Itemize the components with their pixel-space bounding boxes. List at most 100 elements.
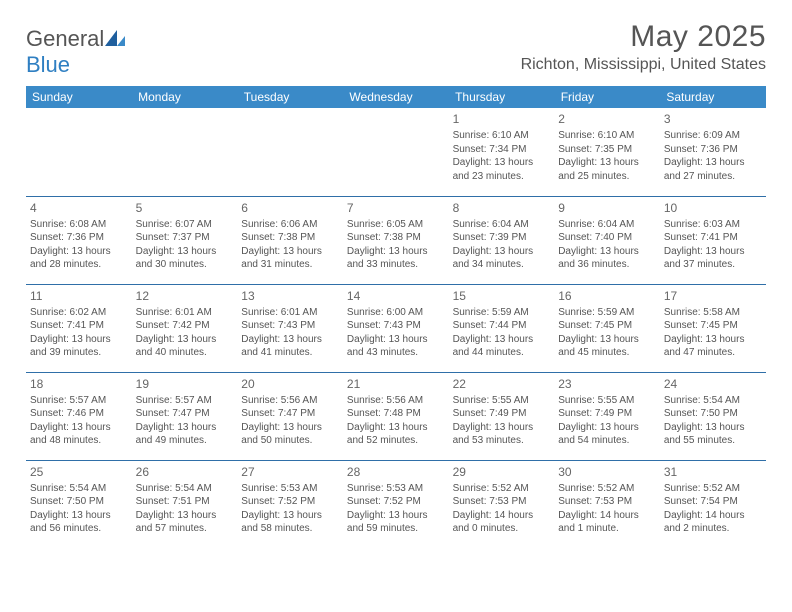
sunset-text: Sunset: 7:49 PM	[453, 407, 551, 421]
calendar-day-cell: 11Sunrise: 6:02 AMSunset: 7:41 PMDayligh…	[26, 284, 132, 372]
daylight-text: Daylight: 13 hours	[558, 333, 656, 347]
day-number: 19	[136, 376, 234, 392]
sunset-text: Sunset: 7:38 PM	[241, 231, 339, 245]
daylight-text: Daylight: 13 hours	[241, 509, 339, 523]
sunset-text: Sunset: 7:52 PM	[347, 495, 445, 509]
daylight-text: and 34 minutes.	[453, 258, 551, 272]
daylight-text: and 56 minutes.	[30, 522, 128, 536]
sunrise-text: Sunrise: 5:59 AM	[558, 306, 656, 320]
calendar-day-cell: 29Sunrise: 5:52 AMSunset: 7:53 PMDayligh…	[449, 460, 555, 548]
daylight-text: and 55 minutes.	[664, 434, 762, 448]
sunrise-text: Sunrise: 5:54 AM	[664, 394, 762, 408]
brand-logo: GeneralBlue	[26, 20, 125, 78]
daylight-text: Daylight: 13 hours	[347, 421, 445, 435]
daylight-text: and 57 minutes.	[136, 522, 234, 536]
calendar-day-cell: 8Sunrise: 6:04 AMSunset: 7:39 PMDaylight…	[449, 196, 555, 284]
sunset-text: Sunset: 7:48 PM	[347, 407, 445, 421]
sunrise-text: Sunrise: 6:01 AM	[241, 306, 339, 320]
daylight-text: and 53 minutes.	[453, 434, 551, 448]
sunrise-text: Sunrise: 5:52 AM	[664, 482, 762, 496]
sunset-text: Sunset: 7:34 PM	[453, 143, 551, 157]
calendar-day-cell: 12Sunrise: 6:01 AMSunset: 7:42 PMDayligh…	[132, 284, 238, 372]
brand-text: GeneralBlue	[26, 26, 125, 78]
daylight-text: Daylight: 13 hours	[30, 245, 128, 259]
calendar-week-row: 11Sunrise: 6:02 AMSunset: 7:41 PMDayligh…	[26, 284, 766, 372]
calendar-day-cell: 13Sunrise: 6:01 AMSunset: 7:43 PMDayligh…	[237, 284, 343, 372]
sunset-text: Sunset: 7:41 PM	[30, 319, 128, 333]
sunset-text: Sunset: 7:43 PM	[241, 319, 339, 333]
daylight-text: Daylight: 13 hours	[453, 333, 551, 347]
calendar-week-row: 4Sunrise: 6:08 AMSunset: 7:36 PMDaylight…	[26, 196, 766, 284]
calendar-empty-cell	[237, 108, 343, 196]
sunset-text: Sunset: 7:40 PM	[558, 231, 656, 245]
calendar-day-cell: 3Sunrise: 6:09 AMSunset: 7:36 PMDaylight…	[660, 108, 766, 196]
location-text: Richton, Mississippi, United States	[521, 56, 766, 74]
calendar-week-row: 25Sunrise: 5:54 AMSunset: 7:50 PMDayligh…	[26, 460, 766, 548]
sunset-text: Sunset: 7:35 PM	[558, 143, 656, 157]
daylight-text: and 2 minutes.	[664, 522, 762, 536]
daylight-text: Daylight: 13 hours	[136, 333, 234, 347]
calendar-day-cell: 31Sunrise: 5:52 AMSunset: 7:54 PMDayligh…	[660, 460, 766, 548]
sunrise-text: Sunrise: 5:56 AM	[347, 394, 445, 408]
weekday-header: Saturday	[660, 86, 766, 108]
daylight-text: Daylight: 13 hours	[664, 245, 762, 259]
calendar-day-cell: 4Sunrise: 6:08 AMSunset: 7:36 PMDaylight…	[26, 196, 132, 284]
daylight-text: and 36 minutes.	[558, 258, 656, 272]
calendar-empty-cell	[132, 108, 238, 196]
sunrise-text: Sunrise: 6:09 AM	[664, 129, 762, 143]
calendar-day-cell: 28Sunrise: 5:53 AMSunset: 7:52 PMDayligh…	[343, 460, 449, 548]
day-number: 7	[347, 200, 445, 216]
sunset-text: Sunset: 7:52 PM	[241, 495, 339, 509]
sunset-text: Sunset: 7:47 PM	[136, 407, 234, 421]
brand-part1: General	[26, 26, 104, 51]
daylight-text: Daylight: 14 hours	[558, 509, 656, 523]
calendar-body: 1Sunrise: 6:10 AMSunset: 7:34 PMDaylight…	[26, 108, 766, 548]
daylight-text: and 50 minutes.	[241, 434, 339, 448]
day-number: 29	[453, 464, 551, 480]
sunrise-text: Sunrise: 5:56 AM	[241, 394, 339, 408]
weekday-header: Thursday	[449, 86, 555, 108]
daylight-text: and 23 minutes.	[453, 170, 551, 184]
sunset-text: Sunset: 7:39 PM	[453, 231, 551, 245]
weekday-header: Monday	[132, 86, 238, 108]
calendar-day-cell: 20Sunrise: 5:56 AMSunset: 7:47 PMDayligh…	[237, 372, 343, 460]
calendar-empty-cell	[26, 108, 132, 196]
sunrise-text: Sunrise: 5:57 AM	[136, 394, 234, 408]
calendar-day-cell: 19Sunrise: 5:57 AMSunset: 7:47 PMDayligh…	[132, 372, 238, 460]
daylight-text: and 43 minutes.	[347, 346, 445, 360]
sunset-text: Sunset: 7:37 PM	[136, 231, 234, 245]
daylight-text: Daylight: 13 hours	[453, 156, 551, 170]
daylight-text: Daylight: 13 hours	[241, 421, 339, 435]
daylight-text: Daylight: 13 hours	[664, 333, 762, 347]
title-block: May 2025 Richton, Mississippi, United St…	[521, 20, 766, 74]
sunrise-text: Sunrise: 5:52 AM	[453, 482, 551, 496]
daylight-text: and 31 minutes.	[241, 258, 339, 272]
day-number: 11	[30, 288, 128, 304]
day-number: 23	[558, 376, 656, 392]
weekday-header: Sunday	[26, 86, 132, 108]
daylight-text: Daylight: 13 hours	[347, 509, 445, 523]
day-number: 6	[241, 200, 339, 216]
sunset-text: Sunset: 7:45 PM	[558, 319, 656, 333]
sunrise-text: Sunrise: 6:06 AM	[241, 218, 339, 232]
calendar-day-cell: 30Sunrise: 5:52 AMSunset: 7:53 PMDayligh…	[554, 460, 660, 548]
daylight-text: Daylight: 13 hours	[453, 245, 551, 259]
sunrise-text: Sunrise: 6:03 AM	[664, 218, 762, 232]
sunrise-text: Sunrise: 6:04 AM	[558, 218, 656, 232]
day-number: 24	[664, 376, 762, 392]
calendar-day-cell: 14Sunrise: 6:00 AMSunset: 7:43 PMDayligh…	[343, 284, 449, 372]
calendar-empty-cell	[343, 108, 449, 196]
calendar-day-cell: 24Sunrise: 5:54 AMSunset: 7:50 PMDayligh…	[660, 372, 766, 460]
daylight-text: and 52 minutes.	[347, 434, 445, 448]
day-number: 27	[241, 464, 339, 480]
calendar-week-row: 1Sunrise: 6:10 AMSunset: 7:34 PMDaylight…	[26, 108, 766, 196]
sunset-text: Sunset: 7:42 PM	[136, 319, 234, 333]
sunrise-text: Sunrise: 6:10 AM	[558, 129, 656, 143]
day-number: 5	[136, 200, 234, 216]
sunset-text: Sunset: 7:53 PM	[558, 495, 656, 509]
calendar-page: GeneralBlue May 2025 Richton, Mississipp…	[0, 0, 792, 548]
daylight-text: and 1 minute.	[558, 522, 656, 536]
day-number: 21	[347, 376, 445, 392]
day-number: 30	[558, 464, 656, 480]
day-number: 14	[347, 288, 445, 304]
